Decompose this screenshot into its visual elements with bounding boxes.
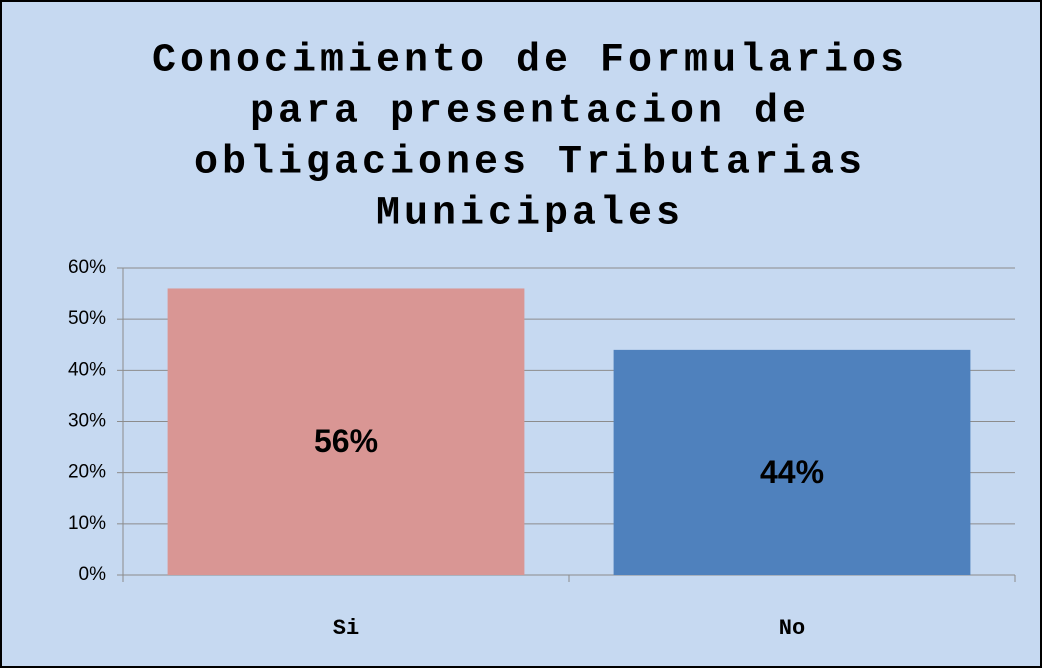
y-tick-label: 60%: [68, 257, 106, 278]
value-label: 56%: [314, 423, 378, 459]
y-tick-label: 50%: [68, 308, 106, 329]
bar: [167, 288, 525, 575]
chart-title: Municipales: [376, 192, 684, 237]
bar: [613, 349, 971, 575]
y-tick-label: 40%: [68, 359, 106, 380]
y-tick-label: 10%: [68, 513, 106, 534]
x-tick-label: No: [779, 616, 805, 641]
y-tick-label: 0%: [79, 564, 107, 585]
chart-title: para presentacion de: [250, 90, 810, 135]
x-tick-label: Si: [333, 616, 359, 641]
chart-title: obligaciones Tributarias: [194, 141, 866, 186]
value-label: 44%: [760, 454, 824, 490]
y-tick-label: 20%: [68, 462, 106, 483]
y-tick-label: 30%: [68, 411, 106, 432]
chart-title: Conocimiento de Formularios: [152, 39, 908, 84]
